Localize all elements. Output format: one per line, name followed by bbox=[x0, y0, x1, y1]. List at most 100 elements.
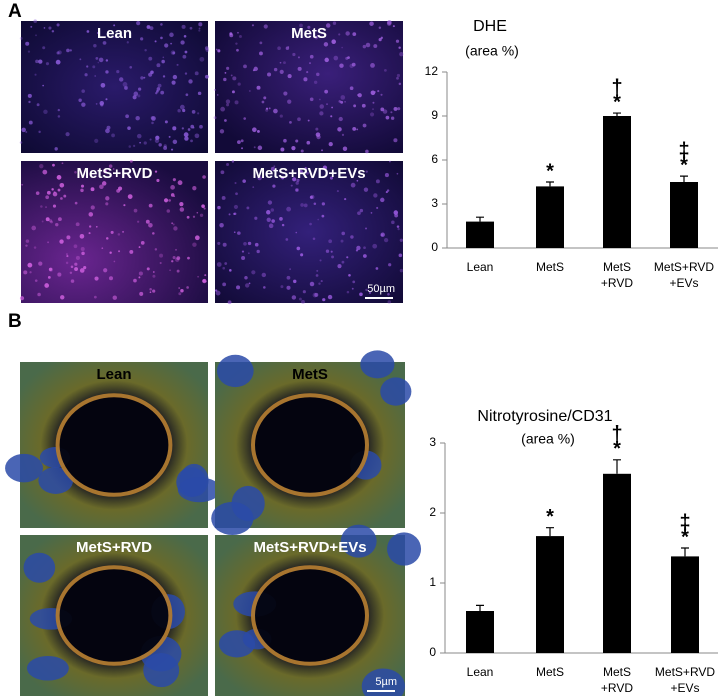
speckle bbox=[387, 300, 392, 304]
speckle bbox=[45, 206, 47, 208]
speckle bbox=[149, 26, 154, 31]
speckle bbox=[226, 66, 230, 70]
chart-title: Nitrotyrosine/CD31 bbox=[477, 408, 612, 425]
speckle bbox=[84, 73, 88, 77]
speckle bbox=[122, 82, 128, 87]
speckle bbox=[256, 85, 261, 90]
speckle bbox=[150, 70, 154, 75]
speckle bbox=[292, 177, 297, 182]
speckle bbox=[66, 253, 68, 256]
speckle bbox=[237, 231, 241, 235]
speckle bbox=[27, 50, 31, 53]
micrograph bbox=[215, 21, 403, 153]
speckle bbox=[92, 65, 96, 69]
nucleus bbox=[5, 453, 43, 483]
speckle bbox=[179, 207, 185, 212]
speckle bbox=[168, 199, 171, 202]
speckle bbox=[296, 246, 301, 251]
speckle bbox=[369, 112, 375, 117]
speckle bbox=[217, 49, 221, 53]
speckle bbox=[300, 203, 304, 207]
speckle bbox=[281, 223, 285, 227]
speckle bbox=[154, 170, 158, 173]
speckle bbox=[309, 62, 312, 65]
speckle bbox=[299, 297, 302, 301]
speckle bbox=[78, 98, 82, 102]
speckle bbox=[184, 72, 188, 75]
speckle bbox=[112, 295, 117, 300]
speckle bbox=[181, 24, 186, 29]
speckle bbox=[75, 222, 80, 227]
speckle bbox=[311, 176, 314, 179]
x-tick-label: MetS bbox=[603, 665, 631, 679]
speckle bbox=[198, 22, 203, 27]
speckle bbox=[270, 208, 275, 212]
speckle bbox=[45, 217, 50, 222]
speckle bbox=[263, 286, 266, 289]
speckle bbox=[79, 268, 85, 273]
speckle bbox=[34, 279, 38, 282]
speckle bbox=[313, 202, 317, 206]
speckle bbox=[112, 36, 115, 38]
speckle bbox=[105, 128, 110, 134]
speckle bbox=[190, 124, 195, 129]
speckle bbox=[27, 262, 33, 268]
speckle bbox=[254, 216, 258, 220]
speckle bbox=[226, 163, 230, 167]
speckle bbox=[341, 133, 345, 136]
speckle bbox=[248, 89, 251, 92]
speckle bbox=[176, 256, 181, 261]
speckle bbox=[172, 51, 176, 55]
speckle bbox=[35, 59, 39, 64]
speckle bbox=[173, 226, 178, 231]
speckle bbox=[42, 46, 46, 50]
speckle bbox=[123, 85, 129, 90]
speckle bbox=[236, 285, 241, 290]
speckle bbox=[171, 260, 174, 263]
speckle bbox=[45, 195, 50, 200]
speckle bbox=[302, 290, 306, 294]
speckle bbox=[27, 93, 32, 98]
speckle bbox=[155, 91, 158, 95]
speckle bbox=[337, 264, 342, 269]
speckle bbox=[220, 106, 226, 112]
speckle bbox=[143, 141, 147, 145]
speckle bbox=[256, 249, 260, 254]
speckle bbox=[146, 25, 151, 29]
speckle bbox=[128, 145, 132, 148]
speckle bbox=[198, 27, 201, 30]
speckle bbox=[362, 44, 367, 49]
speckle bbox=[273, 67, 278, 72]
image-label: MetS+RVD bbox=[77, 165, 153, 182]
speckle bbox=[398, 46, 401, 49]
speckle bbox=[95, 57, 99, 60]
speckle bbox=[233, 212, 237, 216]
speckle bbox=[398, 82, 402, 86]
lumen bbox=[55, 393, 173, 497]
speckle bbox=[48, 267, 53, 272]
speckle bbox=[83, 266, 87, 270]
speckle bbox=[268, 223, 274, 229]
speckle bbox=[306, 71, 309, 74]
speckle bbox=[65, 261, 69, 265]
speckle bbox=[176, 63, 179, 66]
speckle bbox=[29, 271, 32, 274]
speckle bbox=[80, 184, 85, 188]
speckle bbox=[217, 241, 221, 245]
speckle bbox=[378, 38, 382, 42]
y-tick-label: 9 bbox=[431, 108, 438, 122]
speckle bbox=[184, 50, 188, 54]
speckle bbox=[248, 252, 250, 254]
error-bar bbox=[476, 604, 484, 611]
speckle bbox=[179, 202, 184, 207]
speckle bbox=[227, 300, 232, 305]
speckle bbox=[224, 71, 227, 74]
speckle bbox=[148, 203, 153, 208]
speckle bbox=[140, 241, 145, 245]
nucleus bbox=[211, 501, 254, 536]
speckle bbox=[179, 104, 185, 110]
speckle bbox=[229, 269, 232, 272]
speckle bbox=[338, 100, 342, 103]
nucleus bbox=[23, 552, 56, 583]
speckle bbox=[236, 48, 239, 52]
